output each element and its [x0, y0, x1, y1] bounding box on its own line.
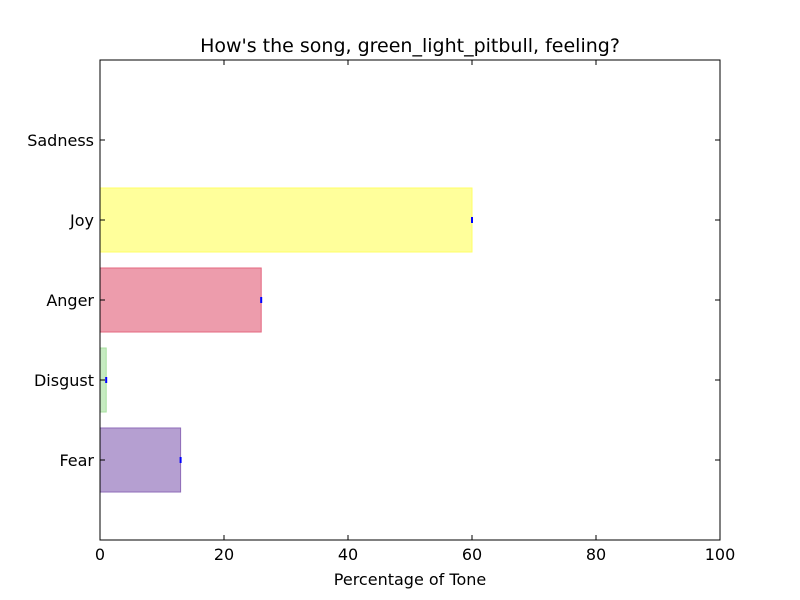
x-tick-label: 80 — [586, 545, 606, 564]
y-tick-label-sadness: Sadness — [27, 131, 94, 150]
ticks-layer: Fear Disgust Anger Joy Sadness 0 20 40 60 80 100 — [27, 60, 735, 564]
y-tick-label-joy: Joy — [69, 211, 94, 230]
x-axis-label: Percentage of Tone — [334, 570, 486, 589]
y-tick-label-fear: Fear — [59, 451, 94, 470]
y-tick-label-disgust: Disgust — [34, 371, 94, 390]
bar-fear — [99, 427, 182, 493]
y-tick-label-anger: Anger — [46, 291, 94, 310]
x-tick-label: 20 — [214, 545, 234, 564]
x-tick-label: 100 — [705, 545, 736, 564]
bar-joy — [99, 187, 473, 253]
plot-frame — [99, 59, 721, 541]
bars-layer — [99, 187, 473, 493]
chart-title: How's the song, green_light_pitbull, fee… — [200, 35, 620, 57]
bar-anger — [99, 267, 262, 333]
x-tick-label: 60 — [462, 545, 482, 564]
x-tick-label: 40 — [338, 545, 358, 564]
x-tick-label: 0 — [95, 545, 105, 564]
